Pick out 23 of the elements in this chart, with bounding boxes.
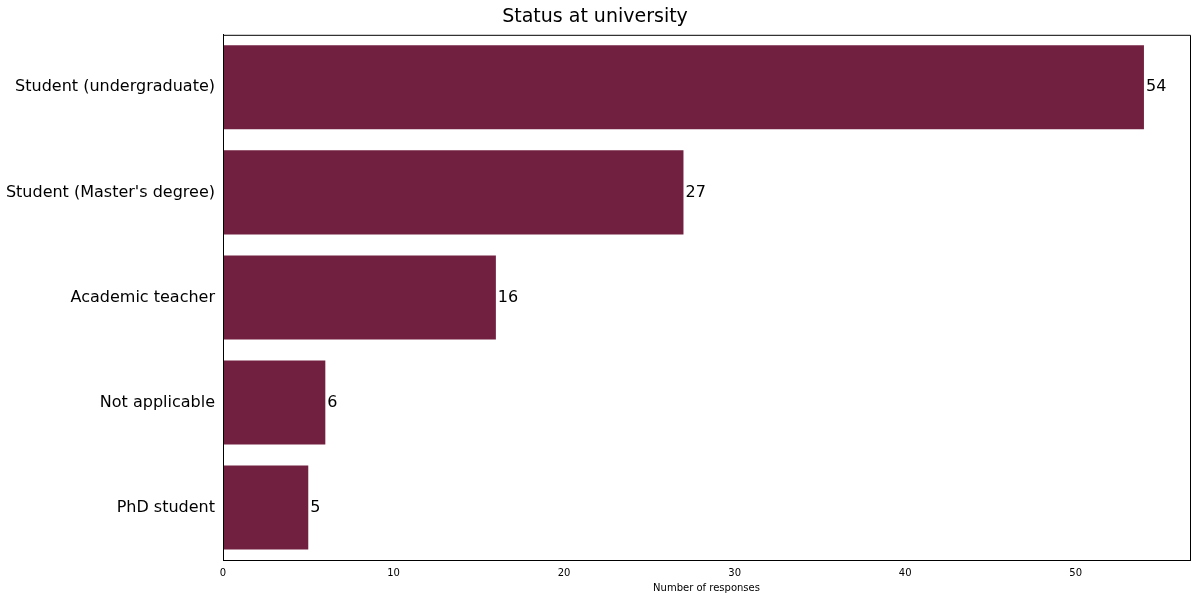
bar (223, 360, 326, 445)
y-tick-label: Student (undergraduate) (15, 76, 215, 96)
x-tick-label: 0 (219, 566, 227, 578)
x-tick-label: 20 (557, 566, 571, 578)
x-tick-label: 40 (898, 566, 912, 578)
data-label: 16 (497, 286, 519, 306)
data-label: 54 (1145, 76, 1167, 96)
data-label: 6 (327, 391, 338, 411)
bar (223, 45, 1144, 130)
x-tick-label: 10 (387, 566, 400, 578)
x-tick-label: 30 (728, 566, 742, 578)
y-tick-label: Student (Master's degree) (5, 181, 215, 201)
y-tick-label: Not applicable (99, 391, 215, 411)
bar (223, 150, 684, 235)
x-axis-title: Number of responses (653, 581, 760, 593)
y-tick-label: Academic teacher (70, 286, 216, 306)
y-tick-label: PhD student (116, 496, 215, 516)
bar (223, 255, 496, 340)
bar (223, 465, 309, 550)
x-tick-label: 50 (1069, 566, 1083, 578)
chart-title: Status at university (502, 4, 688, 27)
data-label: 5 (310, 496, 321, 516)
data-label: 27 (685, 181, 706, 201)
